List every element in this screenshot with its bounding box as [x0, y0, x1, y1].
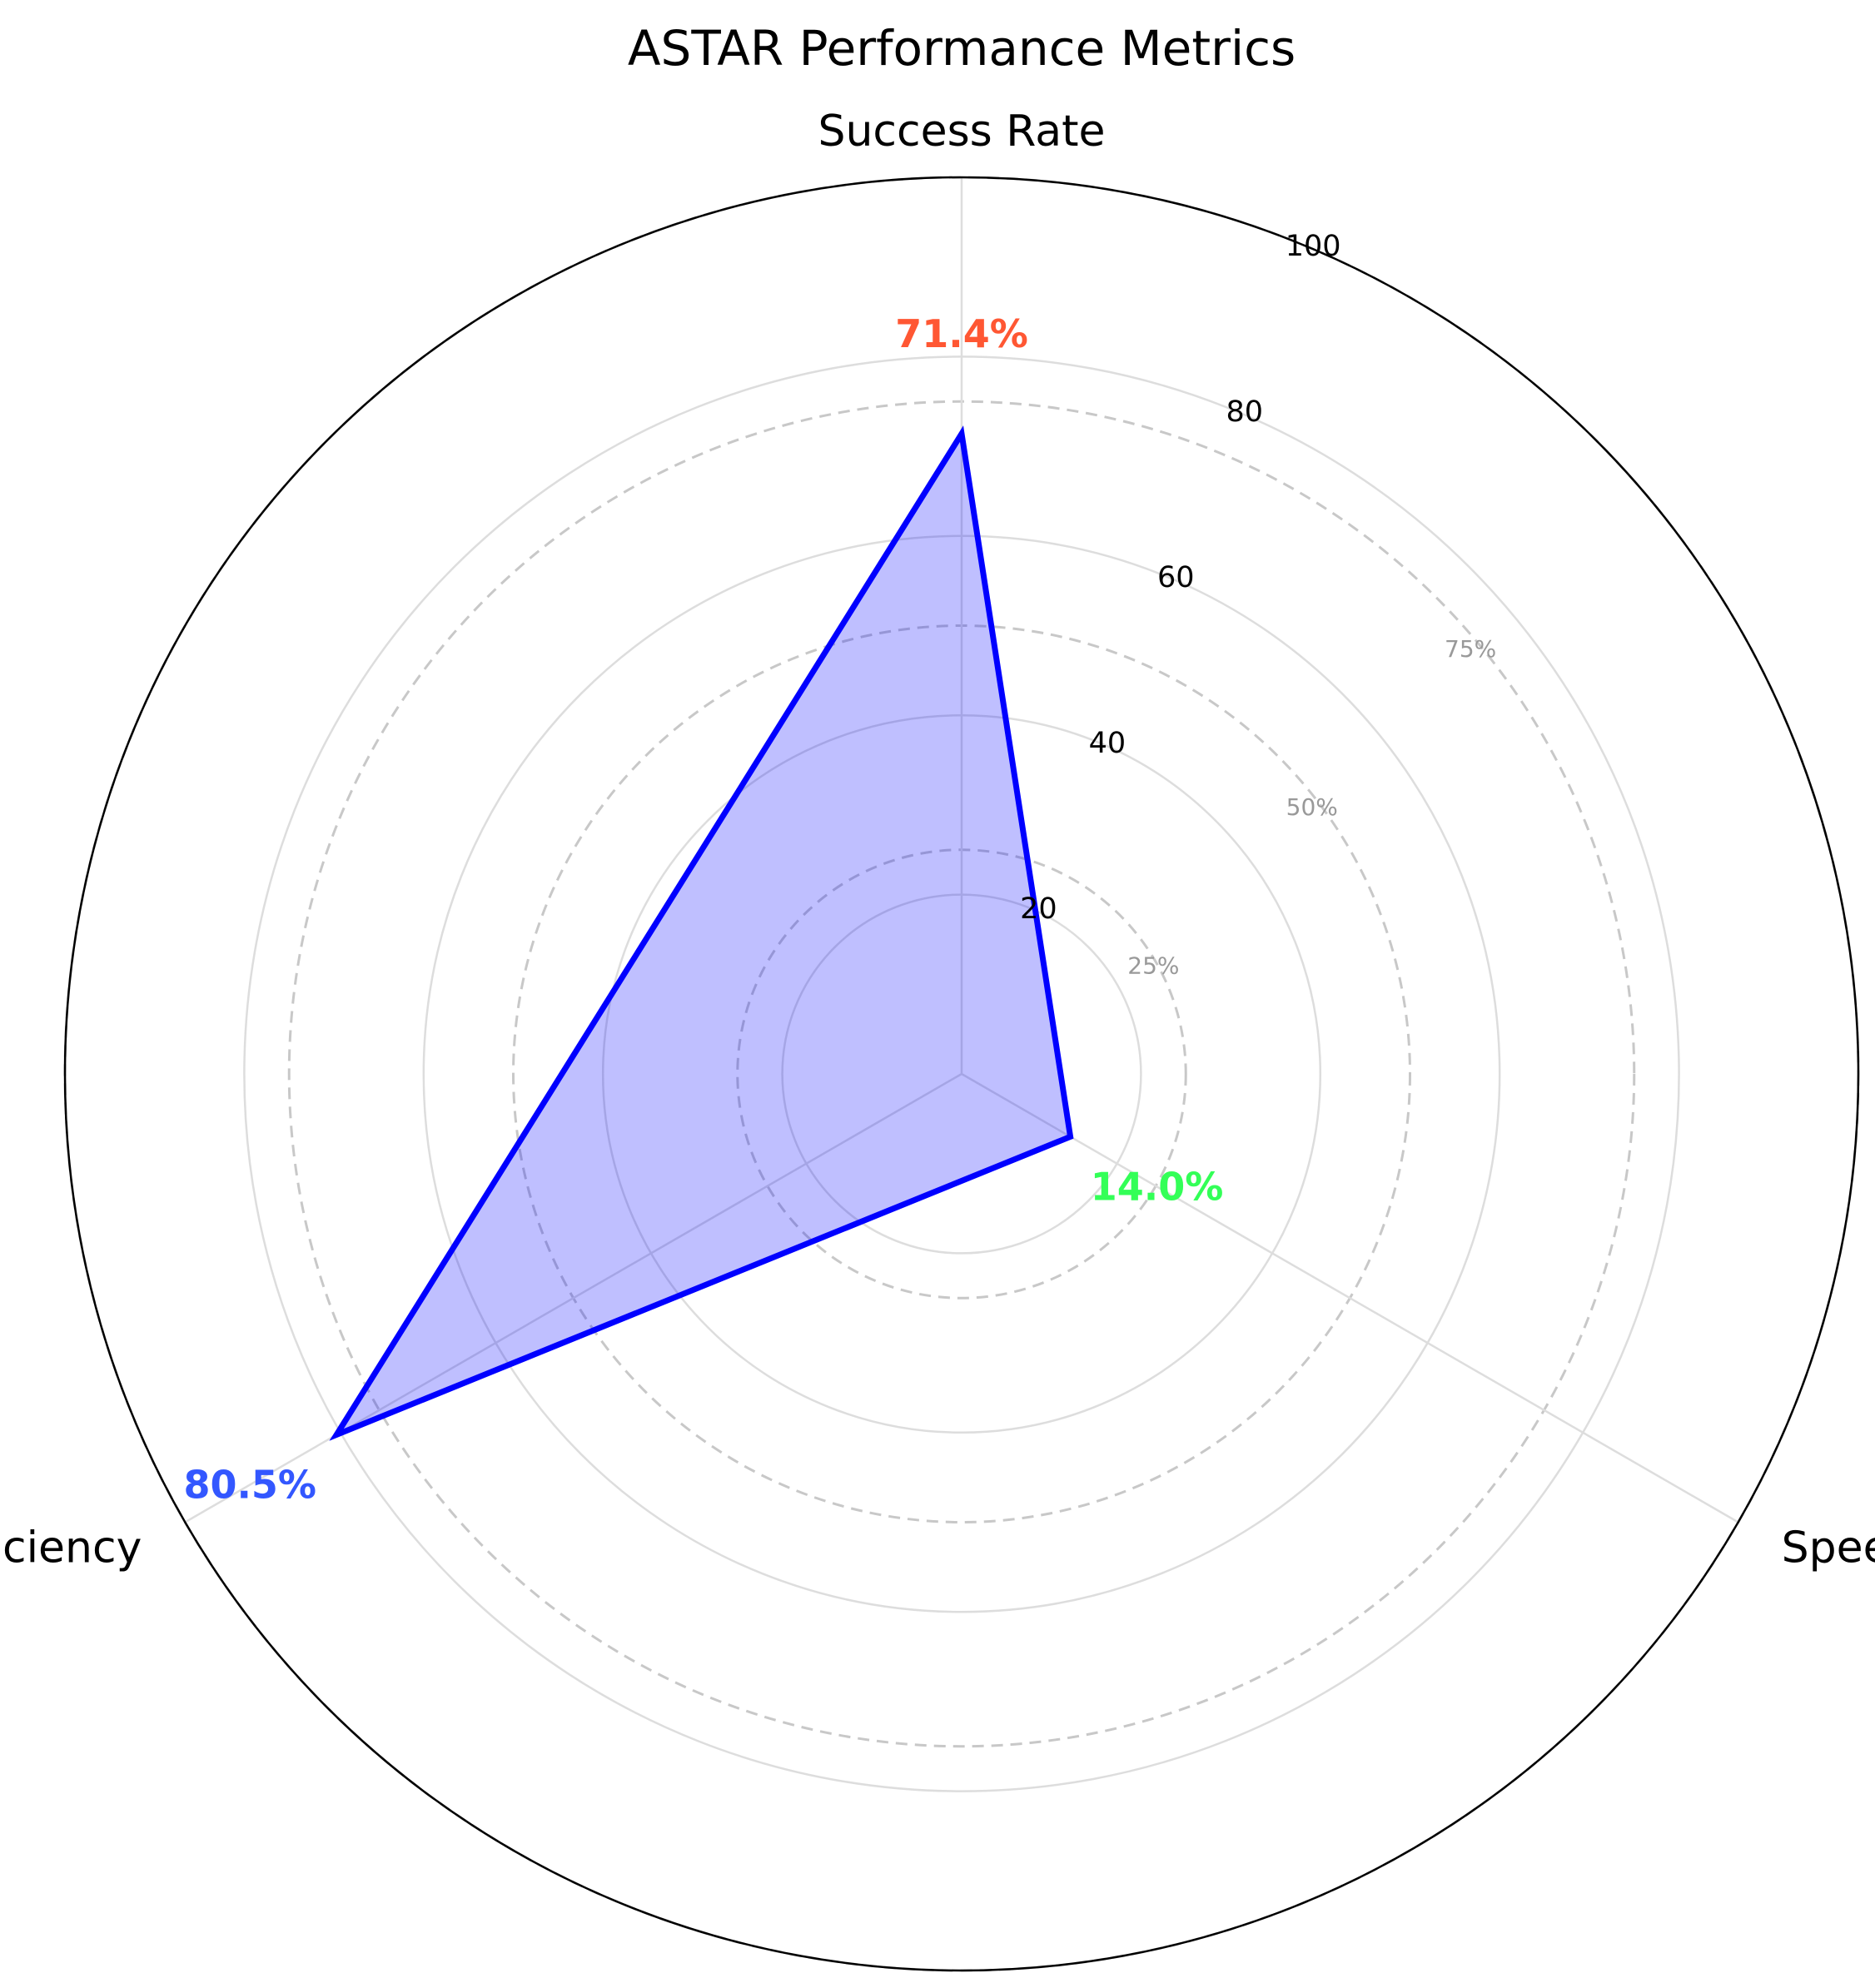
- radial-tick-label: 80: [1226, 395, 1263, 429]
- value-label: 80.5%: [183, 1462, 316, 1507]
- radial-tick-label: 40: [1089, 727, 1126, 760]
- axis-spoke: [184, 1072, 962, 1523]
- chart-title: ASTAR Performance Metrics: [628, 20, 1296, 77]
- data-point: [336, 1434, 338, 1436]
- grid-layer: [63, 176, 1860, 1972]
- reference-percent-label: 50%: [1286, 793, 1338, 821]
- data-point: [961, 433, 962, 435]
- radial-tick-label: 60: [1157, 561, 1195, 594]
- axis-label: Efficiency: [0, 1523, 142, 1573]
- data-point: [1069, 1136, 1072, 1138]
- value-label: 71.4%: [895, 311, 1028, 356]
- value-label: 14.0%: [1091, 1164, 1224, 1209]
- data-line: [329, 425, 1074, 1441]
- data-area-fill: [336, 434, 1071, 1435]
- radial-tick-label: 100: [1286, 230, 1341, 263]
- axis-label: Success Rate: [818, 107, 1105, 157]
- label-layer: 20 40 60 80 100 25% 50% 75% Success Rate Speed Eff…: [0, 107, 1875, 1573]
- axis-label: Speed: [1782, 1523, 1875, 1573]
- axis-spoke: [961, 1072, 1739, 1523]
- reference-percent-label: 25%: [1127, 952, 1179, 980]
- data-layer: [329, 425, 1074, 1441]
- reference-percent-label: 75%: [1445, 635, 1496, 663]
- outer-frame: [63, 176, 1860, 1972]
- radial-tick-label: 20: [1020, 892, 1057, 926]
